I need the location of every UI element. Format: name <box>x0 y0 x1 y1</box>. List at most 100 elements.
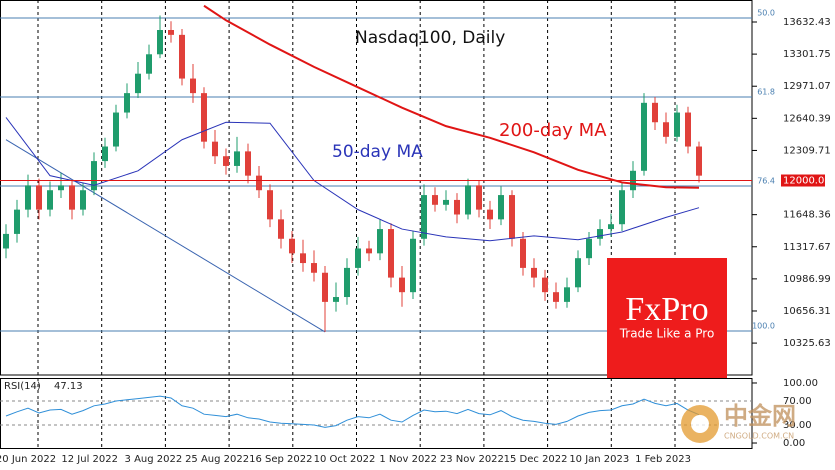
candle-body <box>410 238 416 293</box>
candle-body <box>619 190 625 225</box>
candle-body <box>465 185 471 215</box>
rsi-value: 47.13 <box>54 381 83 392</box>
level-label: 100.0 <box>752 322 775 331</box>
candle-body <box>36 185 42 210</box>
y-tick-label: 12309.71 <box>783 145 831 156</box>
level-label: 76.4 <box>757 177 775 186</box>
moving-average <box>203 4 700 189</box>
candle-body <box>190 78 196 94</box>
x-tick-label: 1 Nov 2022 <box>379 454 437 465</box>
price-pane <box>0 4 752 333</box>
watermark: 中金网 CNGOLD.COM.CN <box>681 402 796 443</box>
candle-body <box>300 253 306 264</box>
level-label: 61.8 <box>757 88 775 97</box>
candle-body <box>366 248 372 254</box>
candle-body <box>289 238 295 254</box>
candle-body <box>168 30 174 35</box>
candle-body <box>443 199 449 205</box>
candle-body <box>476 185 482 210</box>
candle-body <box>267 190 273 220</box>
candle-body <box>674 112 680 137</box>
candle-body <box>113 112 119 147</box>
x-tick-label: 10 Oct 2022 <box>314 454 376 465</box>
axes: 20 Jun 2022 12 Jul 2022 3 Aug 2022 25 Aug 2… <box>0 9 831 465</box>
candle-body <box>344 267 350 298</box>
candle-body <box>179 34 185 79</box>
candle-body <box>564 287 570 302</box>
x-tick-label: 1 Feb 2023 <box>635 454 691 465</box>
candle-body <box>652 102 658 123</box>
grid <box>37 0 676 448</box>
rsi-tick-label: 0.00 <box>783 438 805 449</box>
moving-average <box>5 117 700 242</box>
rsi-tick-label: 30.00 <box>783 420 812 431</box>
candle-body <box>124 93 130 113</box>
candle-body <box>685 112 691 147</box>
y-tick-label: 10325.63 <box>783 338 831 349</box>
candle-body <box>542 277 548 293</box>
candle-body <box>355 248 361 268</box>
candle-body <box>245 151 251 176</box>
candle-body <box>135 73 141 94</box>
candle-body <box>377 229 383 254</box>
y-tick-label: 10656.31 <box>783 306 831 317</box>
y-tick-label: 10986.99 <box>783 274 831 285</box>
candle-body <box>47 190 53 210</box>
candle-body <box>388 229 394 278</box>
rsi-tick-label: 70.00 <box>783 396 812 407</box>
candle-body <box>278 219 284 239</box>
candle-body <box>157 30 163 55</box>
candle-body <box>69 185 75 210</box>
y-tick-label: 13632.43 <box>783 17 831 28</box>
candle-body <box>322 272 328 302</box>
watermark-site: CNGOLD.COM.CN <box>724 432 794 441</box>
candle-body <box>311 263 317 273</box>
rsi-line <box>5 395 700 428</box>
candle-body <box>575 258 581 288</box>
logo: FxPro Trade Like a Pro <box>607 258 727 378</box>
trendline <box>5 139 326 333</box>
candle-body <box>608 224 614 230</box>
logo-brand: FxPro <box>625 291 708 328</box>
candle-body <box>399 277 405 293</box>
y-tick-label: 12640.39 <box>783 113 831 124</box>
x-tick-label: 25 Aug 2022 <box>185 454 249 465</box>
ma-label: 50-day MA <box>332 142 423 162</box>
watermark-icon <box>691 415 709 433</box>
candle-body <box>80 190 86 210</box>
level-label: 50.0 <box>757 9 775 18</box>
y-tick-label: 12971.07 <box>783 81 831 92</box>
candle-body <box>3 233 9 249</box>
candle-body <box>597 229 603 239</box>
candle-body <box>25 185 31 210</box>
chart-title: Nasdaq100, Daily <box>355 28 505 48</box>
y-tick-label: 11317.67 <box>783 242 831 253</box>
candle-body <box>454 199 460 215</box>
price-tag-label: 12000.00 <box>783 176 831 187</box>
candle-body <box>432 195 438 205</box>
candle-body <box>223 156 229 166</box>
candle-body <box>641 102 647 171</box>
x-tick-label: 16 Sep 2022 <box>249 454 312 465</box>
y-tick-label: 13301.75 <box>783 49 831 60</box>
logo-tagline: Trade Like a Pro <box>619 327 715 341</box>
logo-box <box>607 258 727 378</box>
x-tick-label: 3 Aug 2022 <box>125 454 183 465</box>
candle-body <box>333 297 339 302</box>
candle-body <box>102 146 108 162</box>
candle-body <box>586 238 592 259</box>
x-tick-label: 10 Jan 2023 <box>569 454 629 465</box>
rsi-tick-label: 100.00 <box>783 378 818 389</box>
candle-body <box>498 195 504 220</box>
rsi-pane-frame <box>0 378 753 449</box>
candle-body <box>531 267 537 278</box>
watermark-name: 中金网 <box>724 402 796 430</box>
x-tick-label: 23 Nov 2022 <box>440 454 504 465</box>
candle-body <box>421 195 427 239</box>
candle-body <box>14 209 20 234</box>
price-tag <box>781 174 825 187</box>
candle-body <box>212 141 218 157</box>
x-tick-label: 20 Jun 2022 <box>0 454 56 465</box>
y-tick-label: 11648.36 <box>783 210 831 221</box>
